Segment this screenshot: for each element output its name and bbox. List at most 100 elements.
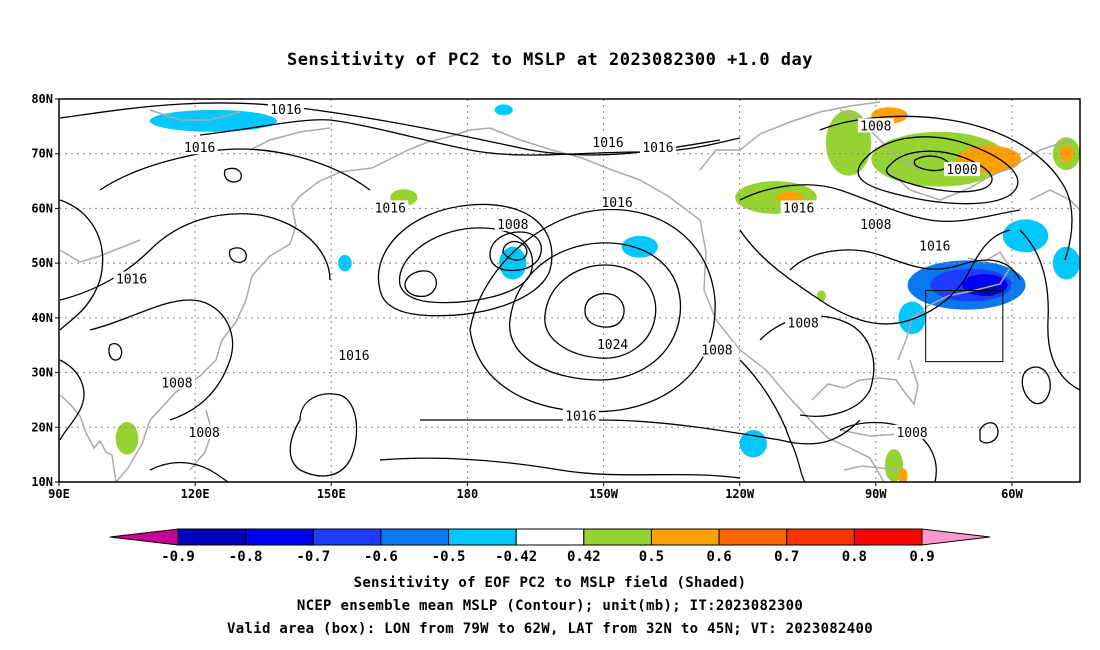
colorbar-label: 0.42	[567, 549, 601, 565]
colorbar-label: -0.42	[495, 549, 537, 565]
contour-label-bg	[113, 271, 150, 286]
caption-line-3: Valid area (box): LON from 79W to 62W, L…	[227, 621, 873, 637]
lat-tick-label: 10N	[31, 475, 53, 489]
contour-label: 1016	[375, 201, 406, 216]
contour-line	[379, 457, 741, 479]
shading-neg-0.5-7	[338, 254, 352, 272]
lat-tick-label: 40N	[31, 311, 53, 325]
contour-label: 1016	[783, 201, 814, 216]
valid-area-box	[925, 290, 1004, 363]
contour-line	[398, 227, 534, 304]
contour-label-bg	[590, 134, 627, 149]
contour-line	[149, 461, 229, 482]
colorbar-label: 0.5	[639, 549, 664, 565]
contour-line	[223, 167, 242, 183]
contour-line	[289, 393, 358, 477]
lat-tick-label: 30N	[31, 366, 53, 380]
contour-label: 1008	[788, 316, 819, 331]
colorbar-segment	[718, 528, 788, 546]
contour-label-bg	[894, 424, 931, 439]
contour-line	[1021, 366, 1051, 405]
colorbar-segment	[448, 528, 517, 546]
contour-line	[979, 422, 999, 444]
lon-tick-label: 120E	[181, 487, 210, 501]
contour-line	[377, 203, 553, 317]
lon-tick-label: 120W	[725, 487, 755, 501]
contour-line	[857, 136, 1019, 205]
contour-line	[108, 343, 123, 361]
contour-label-bg	[857, 216, 894, 231]
contour-line	[819, 115, 1073, 261]
contour-label-bg	[594, 337, 631, 352]
colorbar-segment	[786, 528, 855, 546]
contour-label: 1016	[592, 136, 623, 151]
contour-label-bg	[698, 342, 735, 357]
lat-tick-label: 20N	[31, 420, 53, 434]
contour-line	[469, 208, 716, 413]
contour-label-bg	[335, 348, 372, 363]
contour-label-bg	[267, 101, 304, 116]
lon-tick-label: 60W	[1001, 487, 1023, 501]
colorbar-label: -0.6	[364, 549, 398, 565]
lon-tick-label: 90E	[48, 487, 70, 501]
contour-label: 1024	[597, 338, 628, 353]
contour-label-bg	[780, 200, 817, 215]
colorbar-segment	[515, 528, 585, 546]
contour-line	[59, 199, 104, 331]
colorbar-segment	[245, 528, 314, 546]
colorbar: -0.9 -0.8 -0.7 -0.6 -0.5 -0.42 0.42 0.5 0.6 0.7 0.…	[109, 528, 991, 565]
colorbar-segment	[650, 528, 720, 546]
contour-line	[59, 102, 721, 156]
contour-line	[789, 249, 1021, 281]
colorbar-label: 0.7	[774, 549, 799, 565]
contour-label-bg	[639, 140, 676, 155]
colorbar-pos-end	[921, 528, 991, 546]
contour-line	[913, 155, 950, 172]
contour-labels: 1016 1016 1016 1016 1016 1008 1016 1016 1016 1024…	[113, 101, 981, 441]
contour-line	[228, 247, 247, 264]
contour-label: 1008	[896, 426, 927, 441]
contour-label: 1008	[860, 119, 891, 134]
shading-neg-0.5-8	[494, 104, 513, 116]
colorbar-label: 0.8	[842, 549, 867, 565]
contour-label: 1008	[161, 377, 192, 392]
colorbar-label: 0.9	[909, 549, 934, 565]
contour-line	[489, 231, 542, 272]
contour-label-bg	[186, 424, 223, 439]
lat-tick-label: 80N	[31, 92, 53, 106]
colorbar-label: -0.8	[229, 549, 263, 565]
contour-label: 1016	[919, 240, 950, 255]
contour-line	[584, 292, 625, 328]
contour-label-bg	[158, 375, 195, 390]
shading-pos-0.5-19	[884, 449, 904, 482]
contour-label: 1016	[565, 409, 596, 424]
lat-tick-label: 70N	[31, 147, 53, 161]
contour-line	[404, 270, 437, 298]
contour-label: 1016	[270, 103, 301, 118]
shading-neg-0.5-2	[621, 235, 658, 258]
contour-label: 1016	[642, 141, 673, 156]
contour-label-bg	[372, 200, 409, 215]
contour-label: 1016	[601, 196, 632, 211]
colorbar-segment	[853, 528, 923, 546]
contour-line	[59, 359, 85, 441]
shading-layer	[115, 104, 1080, 482]
contour-label-bg	[916, 238, 953, 253]
coastlines	[59, 101, 1080, 482]
shading-pos-0.6-24	[1059, 145, 1074, 162]
contour-label-bg	[562, 408, 599, 423]
contour-line	[419, 419, 861, 445]
shading-pos-0.5-20	[816, 290, 826, 302]
shading-pos-0.6-23	[775, 192, 804, 203]
contour-label: 1008	[189, 426, 220, 441]
contour-line	[509, 242, 682, 381]
lon-tick-label: 180	[457, 487, 479, 501]
chart-title: Sensitivity of PC2 to MSLP at 2023082300…	[286, 50, 813, 70]
shading-neg-0.5-6	[1052, 246, 1080, 280]
contour-label-bg	[785, 315, 822, 330]
contour-label-bg	[181, 140, 218, 155]
shading-pos-0.6-25	[898, 468, 908, 482]
contour-label: 1000	[946, 163, 977, 178]
shading-neg-0.5-0	[149, 109, 277, 132]
